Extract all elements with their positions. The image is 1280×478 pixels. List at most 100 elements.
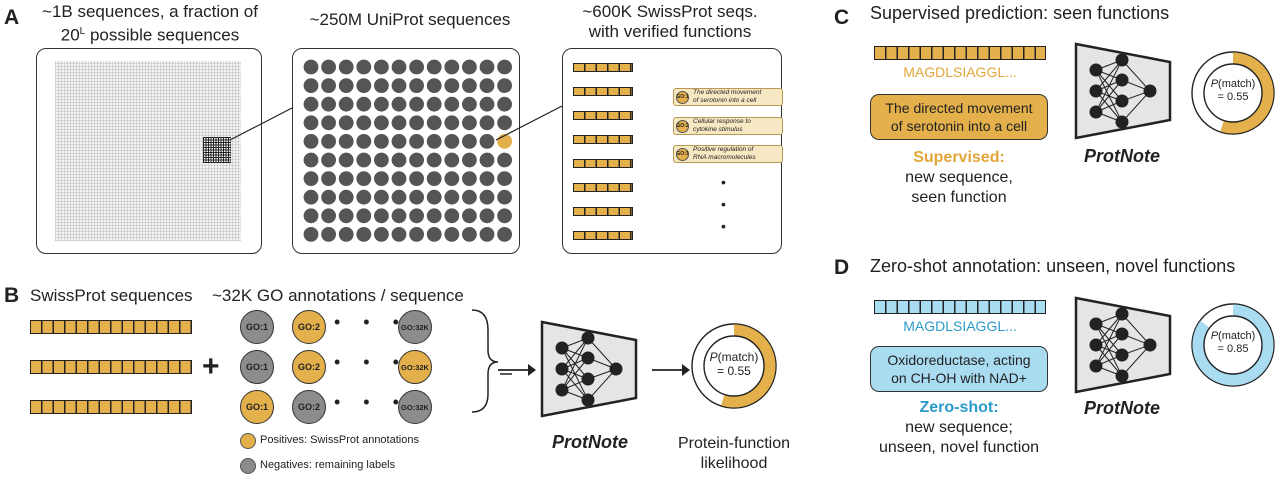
network-node — [1089, 338, 1103, 352]
network-node — [581, 331, 595, 345]
uniprot-dot — [426, 189, 442, 205]
uniprot-dot — [462, 208, 477, 224]
panel-d-letter: D — [834, 256, 850, 279]
mode-description-c: Supervised: new sequence, seen function — [870, 148, 1048, 208]
uniprot-dot — [391, 96, 407, 112]
uniprot-dot — [409, 152, 424, 168]
network-node — [1089, 105, 1103, 119]
network-node — [581, 372, 595, 386]
swissprot-sequence-bar — [30, 320, 192, 334]
legend-positive-label: Positives: SwissProt annotations — [260, 434, 419, 446]
sequence-space-box — [36, 48, 262, 254]
uniprot-dot — [479, 227, 495, 242]
uniprot-dot — [303, 171, 319, 186]
uniprot-dot — [338, 208, 354, 224]
uniprot-dot — [426, 227, 442, 242]
uniprot-dot — [479, 208, 495, 224]
network-node — [1089, 359, 1103, 373]
protnote-model-b — [538, 318, 640, 425]
go-term-positive: GO:2 — [292, 310, 326, 344]
swissprot-sequence-bar — [30, 360, 192, 374]
neural-network-icon — [1074, 42, 1172, 140]
go-term-negative: GO:32K — [398, 310, 432, 344]
uniprot-dot — [391, 134, 407, 149]
uniprot-dot — [444, 152, 460, 168]
go-example-3: GO:3 Positive regulation of RNA macromole… — [673, 145, 783, 163]
uniprot-dot-highlight — [497, 134, 512, 149]
uniprot-dot — [356, 189, 372, 205]
uniprot-dot — [356, 171, 372, 186]
uniprot-dot — [391, 171, 407, 186]
output-description: Protein-function likelihood — [677, 435, 791, 472]
uniprot-dot — [497, 78, 512, 93]
panel-c-title: Supervised prediction: seen functions — [870, 3, 1170, 23]
match-probability-donut-c: P(match) = 0.55 — [1190, 50, 1276, 136]
uniprot-dot — [338, 115, 354, 131]
arrow-to-output-icon — [652, 364, 690, 376]
match-probability-donut-b: P(match) = 0.55 — [690, 322, 778, 410]
uniprot-dot — [409, 227, 424, 242]
uniprot-dot — [426, 152, 442, 168]
donut-chart — [1191, 303, 1275, 387]
donut-value-arc — [1192, 304, 1274, 386]
uniprot-dot — [391, 115, 407, 131]
network-node — [555, 383, 569, 397]
uniprot-dot — [479, 189, 495, 205]
donut-value-arc — [692, 324, 776, 408]
uniprot-dot — [444, 134, 460, 149]
query-sequence-bar-d — [874, 300, 1046, 314]
uniprot-dot — [409, 208, 424, 224]
uniprot-dot — [426, 59, 442, 75]
uniprot-dot — [391, 59, 407, 75]
uniprot-dot — [426, 96, 442, 112]
go-example-1: GO:1 The directed movement of serotonin i… — [673, 88, 783, 106]
network-node — [581, 393, 595, 407]
match-probability-donut-d: P(match) = 0.85 — [1190, 302, 1276, 388]
uniprot-dot — [374, 59, 389, 75]
network-node — [1115, 94, 1129, 108]
uniprot-dot — [409, 59, 424, 75]
plus-sign: + — [202, 350, 220, 383]
swissprot-sequence-bar — [573, 135, 633, 144]
all-sequences-line1: ~1B sequences, a fraction of — [42, 2, 258, 21]
uniprot-dot — [391, 78, 407, 93]
go-term-negative: GO:1 — [240, 350, 274, 384]
network-node — [555, 362, 569, 376]
swissprot-sequence-bar — [573, 231, 633, 240]
swissprot-line2: with verified functions — [588, 22, 752, 41]
uniprot-dot — [497, 189, 512, 205]
query-sequence-bar-c — [874, 46, 1046, 60]
go-example-3-badge: GO:3 — [676, 147, 689, 161]
swissprot-sequence-bar — [573, 183, 633, 192]
uniprot-dot — [374, 208, 389, 224]
uniprot-dot — [462, 152, 477, 168]
uniprot-dot — [497, 96, 512, 112]
network-node — [609, 362, 623, 376]
legend-positive-swatch — [240, 433, 256, 449]
uniprot-dot — [497, 227, 512, 242]
swissprot-sequence-bar — [30, 400, 192, 414]
protnote-model-c — [1072, 40, 1174, 147]
network-node — [1143, 84, 1157, 98]
network-node — [1115, 115, 1129, 129]
mode-label-c: Supervised: — [913, 149, 1005, 166]
swissprot-sequences-label: SwissProt sequences — [30, 286, 193, 305]
uniprot-dot — [356, 115, 372, 131]
uniprot-dot — [391, 227, 407, 242]
brace-and-arrow — [471, 309, 512, 413]
uniprot-dot — [479, 115, 495, 131]
uniprot-dot — [426, 208, 442, 224]
uniprot-dot — [444, 227, 460, 242]
uniprot-heading: ~250M UniProt sequences — [309, 10, 511, 29]
uniprot-dot — [391, 208, 407, 224]
panel-b-letter: B — [4, 284, 20, 307]
uniprot-dot — [303, 115, 319, 131]
go-term-positive: GO:1 — [240, 390, 274, 424]
uniprot-dot — [374, 96, 389, 112]
uniprot-dot — [444, 171, 460, 186]
model-name-b: ProtNote — [552, 432, 628, 452]
swissprot-sequence-bar — [573, 159, 633, 168]
uniprot-dot — [479, 171, 495, 186]
uniprot-dot — [321, 171, 336, 186]
uniprot-dot — [303, 189, 319, 205]
